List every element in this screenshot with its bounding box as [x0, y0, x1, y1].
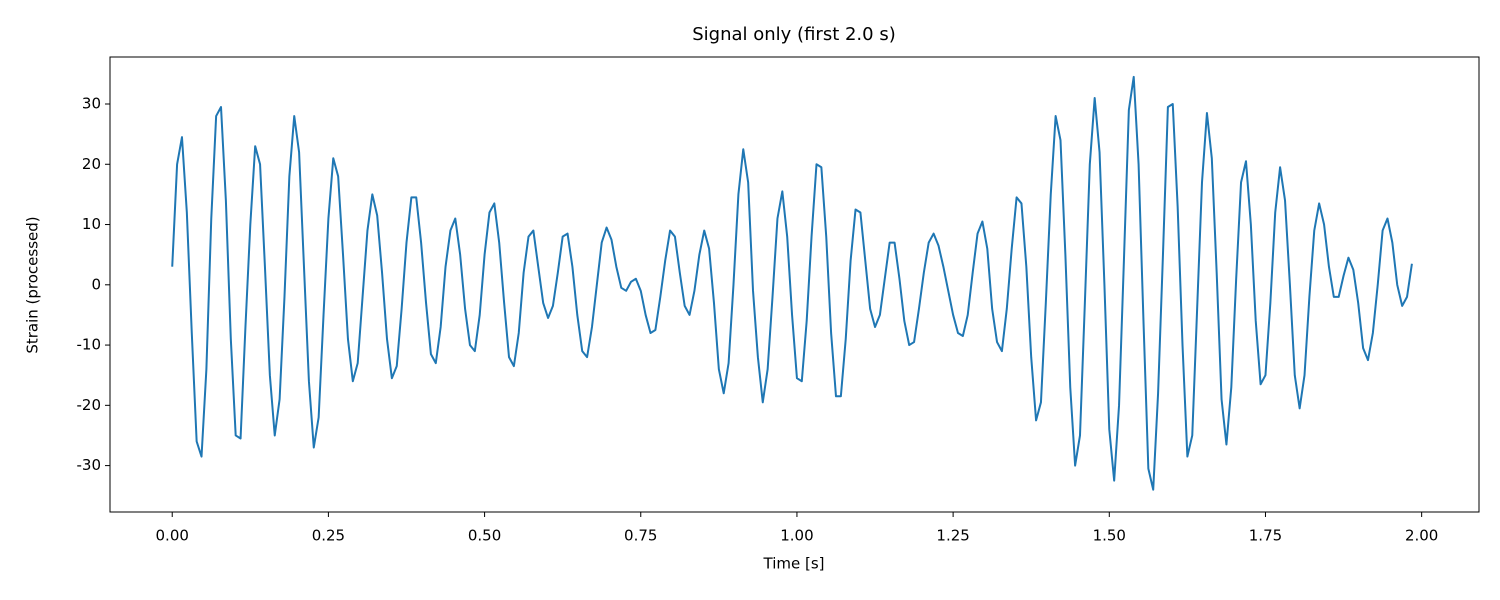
y-tick-label: -10: [77, 336, 102, 354]
x-tick-label: 0.00: [156, 527, 189, 545]
x-tick-label: 2.00: [1405, 527, 1438, 545]
x-axis-label: Time [s]: [763, 555, 825, 573]
x-tick-label: 1.25: [936, 527, 969, 545]
x-tick-label: 0.75: [624, 527, 657, 545]
x-tick-label: 1.50: [1093, 527, 1126, 545]
plot-frame: [109, 56, 1480, 513]
x-tick-label: 0.25: [312, 527, 345, 545]
chart-title: Signal only (first 2.0 s): [692, 24, 895, 45]
y-tick-label: 30: [82, 95, 101, 113]
x-tick-label: 1.00: [780, 527, 813, 545]
y-tick-label: 20: [82, 155, 101, 173]
y-axis-label: Strain (processed): [24, 216, 42, 353]
y-tick-label: 10: [82, 215, 101, 233]
signal-line: [171, 75, 1413, 491]
x-tick-label: 1.75: [1249, 527, 1282, 545]
y-tick-label: -30: [77, 456, 102, 474]
y-tick-label: -20: [77, 396, 102, 414]
x-tick-label: 0.50: [468, 527, 501, 545]
y-tick-label: 0: [91, 275, 101, 293]
